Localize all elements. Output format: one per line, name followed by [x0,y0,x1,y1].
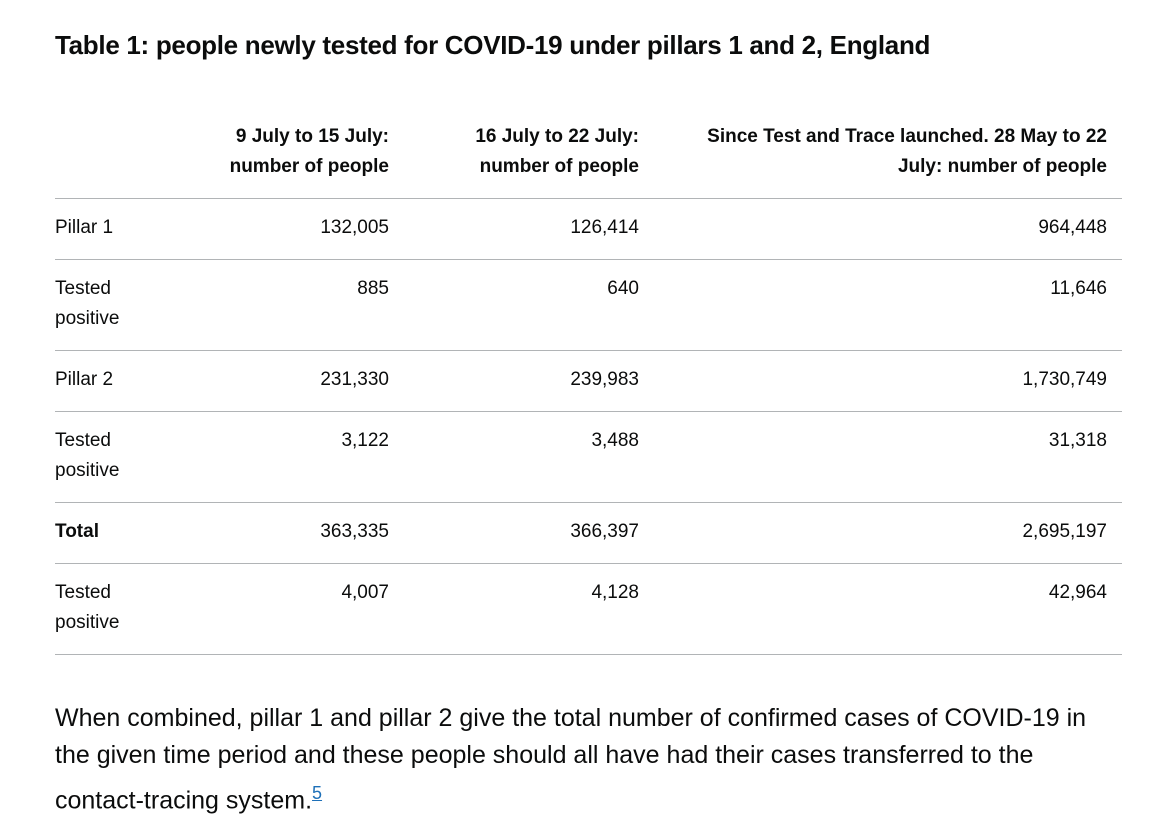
cell-week-2: 3,488 [389,411,639,503]
covid-testing-table: 9 July to 15 July: number of people 16 J… [55,122,1122,655]
cell-since-launch: 11,646 [639,259,1122,351]
table-row: Pillar 1 132,005 126,414 964,448 [55,198,1122,260]
header-since-launch: Since Test and Trace launched. 28 May to… [639,122,1122,199]
header-empty [55,122,187,199]
table-row-total: Total 363,335 366,397 2,695,197 [55,502,1122,564]
header-week-2-label: 16 July to 22 July: number of people [475,126,639,177]
footnote-link[interactable]: 5 [312,783,323,803]
header-week-1: 9 July to 15 July: number of people [187,122,389,199]
table-title: Table 1: people newly tested for COVID-1… [55,30,931,60]
cell-week-2: 366,397 [389,502,639,564]
table-row: Pillar 2 231,330 239,983 1,730,749 [55,350,1122,412]
row-label: Pillar 1 [55,198,187,260]
row-label: Tested positive [55,259,187,351]
cell-week-1: 363,335 [187,502,389,564]
paragraph-text: When combined, pillar 1 and pillar 2 giv… [55,704,1087,815]
cell-week-1: 4,007 [187,563,389,655]
explanatory-paragraph: When combined, pillar 1 and pillar 2 giv… [55,700,1125,819]
row-label-text: Tested positive [55,430,120,481]
cell-week-1: 885 [187,259,389,351]
cell-since-launch: 964,448 [639,198,1122,260]
header-week-1-label: 9 July to 15 July: number of people [229,126,389,177]
header-since-launch-label: Since Test and Trace launched. 28 May to… [707,126,1107,177]
row-label-text: Pillar 1 [55,217,114,238]
cell-week-1: 132,005 [187,198,389,260]
row-label-text: Pillar 2 [55,369,114,390]
table-row: Tested positive 4,007 4,128 42,964 [55,563,1122,655]
header-week-2: 16 July to 22 July: number of people [389,122,639,199]
cell-week-1: 3,122 [187,411,389,503]
table-header-row: 9 July to 15 July: number of people 16 J… [55,122,1122,199]
row-label-text: Tested positive [55,582,120,633]
cell-since-launch: 42,964 [639,563,1122,655]
row-label: Pillar 2 [55,350,187,412]
cell-week-2: 640 [389,259,639,351]
footnote-marker: 5 [312,781,322,804]
table-row: Tested positive 3,122 3,488 31,318 [55,411,1122,503]
table-row: Tested positive 885 640 11,646 [55,259,1122,351]
cell-since-launch: 1,730,749 [639,350,1122,412]
row-label-text: Total [55,521,99,542]
row-label: Tested positive [55,563,187,655]
row-label: Tested positive [55,411,187,503]
cell-week-2: 239,983 [389,350,639,412]
cell-week-2: 4,128 [389,563,639,655]
row-label-text: Tested positive [55,278,120,329]
cell-since-launch: 31,318 [639,411,1122,503]
cell-week-1: 231,330 [187,350,389,412]
row-label: Total [55,502,187,564]
cell-week-2: 126,414 [389,198,639,260]
cell-since-launch: 2,695,197 [639,502,1122,564]
